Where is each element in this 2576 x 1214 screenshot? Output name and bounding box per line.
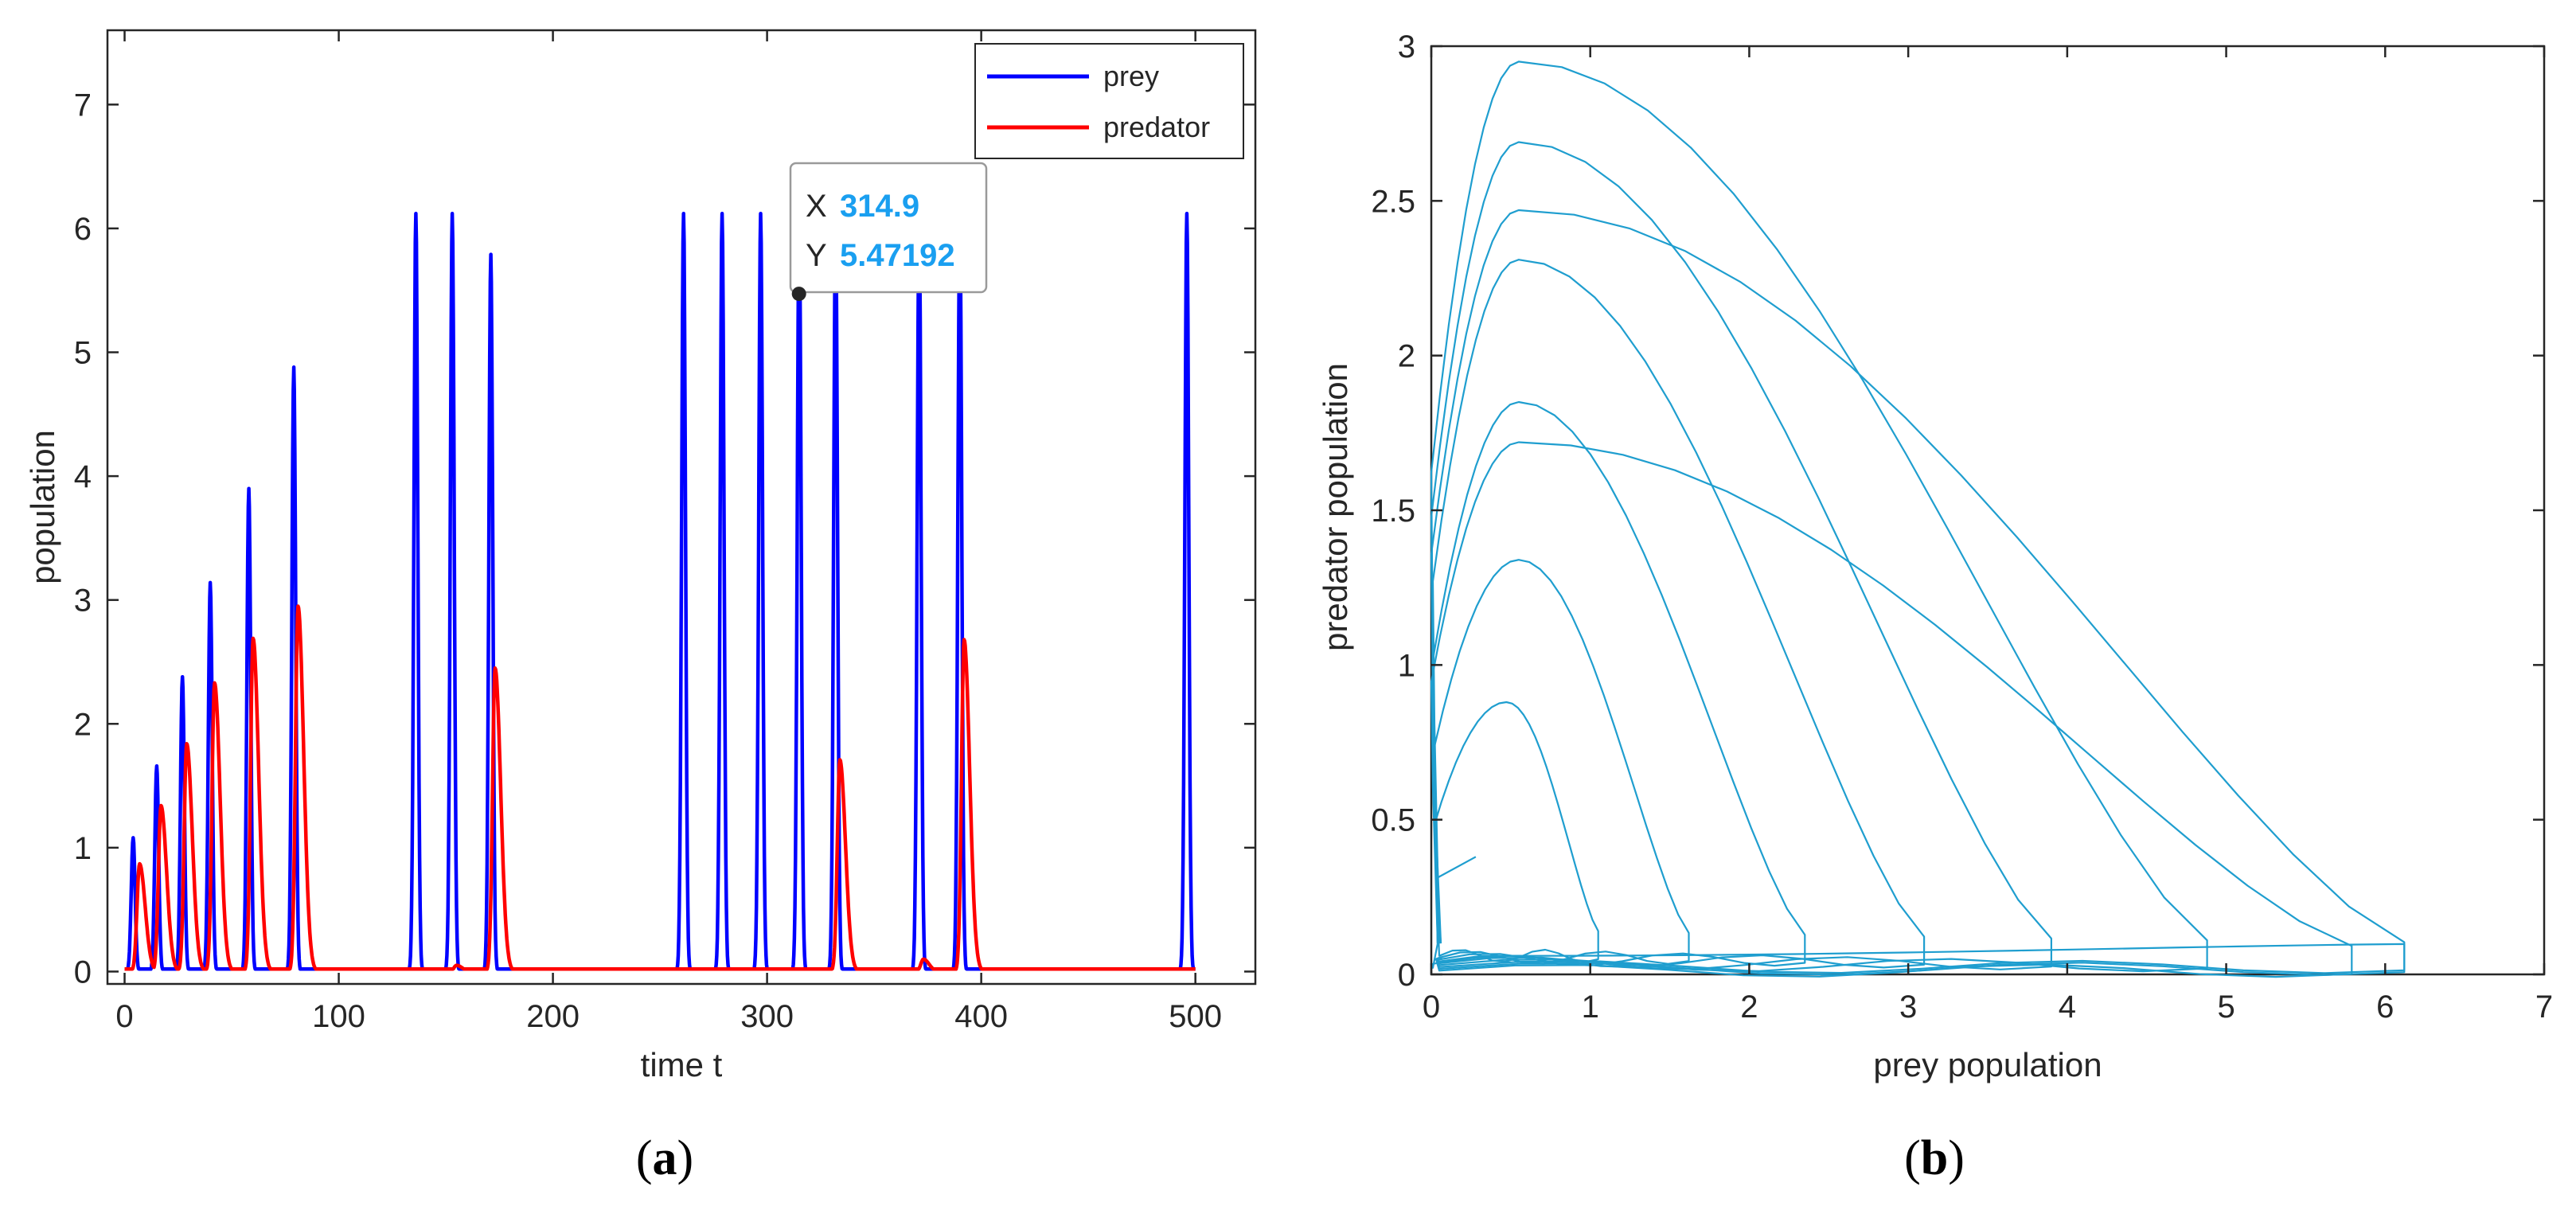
phase-loop-1 bbox=[1433, 701, 1599, 963]
y-tick-label: 2.5 bbox=[1371, 184, 1415, 219]
x-tick-label: 0 bbox=[1423, 990, 1440, 1025]
phase-loop-7 bbox=[1430, 209, 2406, 974]
y-tick-label: 3 bbox=[1398, 29, 1415, 64]
panel-a-label: (a) bbox=[636, 1131, 693, 1185]
x-tick-label: 5 bbox=[2217, 990, 2234, 1025]
x-tick-label: 400 bbox=[954, 999, 1008, 1034]
datatip-y-label: Y bbox=[806, 238, 827, 273]
datatip-y-value: 5.47192 bbox=[840, 238, 955, 273]
y-tick-label: 7 bbox=[74, 88, 92, 123]
legend-label-predator: predator bbox=[1103, 111, 1210, 143]
y-tick-label: 4 bbox=[74, 459, 92, 494]
panel-b-label: (b) bbox=[1904, 1131, 1965, 1185]
datatip-x-label: X bbox=[806, 189, 827, 224]
phase-loop-9 bbox=[1430, 441, 2353, 978]
panel-b-y-axis-label: predator population bbox=[1317, 363, 1354, 651]
y-tick-label: 6 bbox=[74, 212, 92, 247]
panel-b-ticks: 0 1 2 3 4 5 6 7 0 0.5 1 1.5 2 2.5 3 bbox=[1371, 29, 2553, 1025]
x-tick-label: 4 bbox=[2059, 990, 2076, 1025]
datatip-marker[interactable] bbox=[791, 287, 806, 302]
y-tick-label: 1 bbox=[1398, 648, 1415, 683]
y-tick-label: 0 bbox=[1398, 958, 1415, 993]
y-tick-label: 0 bbox=[74, 954, 92, 990]
legend-box bbox=[974, 43, 1244, 159]
x-tick-label: 1 bbox=[1582, 990, 1599, 1025]
y-tick-label: 1.5 bbox=[1371, 494, 1415, 529]
panel-a-x-axis-label: time t bbox=[641, 1046, 723, 1083]
y-tick-label: 2 bbox=[1398, 339, 1415, 374]
x-tick-label: 2 bbox=[1740, 990, 1758, 1025]
panel-a-ticks: 0 100 200 300 400 500 0 1 2 3 4 5 6 7 bbox=[74, 30, 1255, 1034]
x-tick-label: 7 bbox=[2535, 990, 2553, 1025]
panel-a-y-axis-label: population bbox=[24, 430, 61, 584]
series-predator-line bbox=[123, 604, 1197, 971]
y-tick-label: 2 bbox=[74, 707, 92, 742]
x-tick-label: 100 bbox=[312, 999, 365, 1034]
panel-b-x-axis-label: prey population bbox=[1873, 1046, 2102, 1083]
datatip-x-value: 314.9 bbox=[840, 189, 919, 224]
phase-loop-6 bbox=[1430, 61, 2208, 973]
x-tick-label: 300 bbox=[740, 999, 794, 1034]
panel-b-phase-plane: 0 1 2 3 4 5 6 7 0 0.5 1 1.5 2 2.5 3 prey population pr… bbox=[1317, 29, 2553, 1185]
datatip-box bbox=[789, 162, 988, 294]
y-tick-label: 1 bbox=[74, 831, 92, 866]
x-tick-label: 200 bbox=[526, 999, 580, 1034]
x-tick-label: 6 bbox=[2376, 990, 2394, 1025]
panel-a-time-series: 0 100 200 300 400 500 0 1 2 3 4 5 6 7 time t populati… bbox=[24, 29, 1257, 1185]
legend: prey predator bbox=[974, 43, 1244, 159]
y-tick-label: 5 bbox=[74, 336, 92, 371]
phase-trajectory-line bbox=[1430, 61, 2406, 978]
x-tick-label: 500 bbox=[1169, 999, 1222, 1034]
series-predator-path bbox=[123, 604, 1197, 971]
datatip[interactable]: X 314.9 Y 5.47192 bbox=[789, 162, 988, 302]
x-tick-label: 3 bbox=[1899, 990, 1917, 1025]
panel-b-axes-box bbox=[1430, 45, 2546, 976]
y-tick-label: 3 bbox=[74, 584, 92, 619]
x-tick-label: 0 bbox=[115, 999, 133, 1034]
legend-label-prey: prey bbox=[1103, 60, 1159, 92]
y-tick-label: 0.5 bbox=[1371, 803, 1415, 838]
